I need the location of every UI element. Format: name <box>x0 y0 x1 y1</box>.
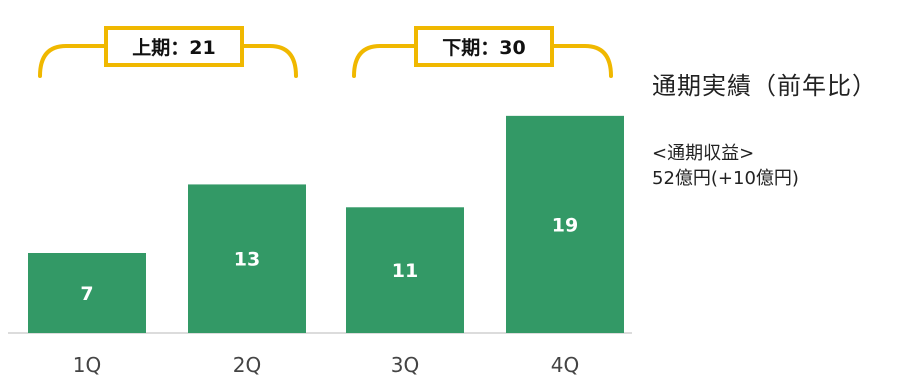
bar-4Q <box>506 115 624 333</box>
half-label-2: 下期：30 <box>442 37 525 59</box>
bar-1Q <box>28 253 146 333</box>
half-label-1: 上期：21 <box>132 37 215 59</box>
bar-value-label-3Q: 11 <box>392 260 418 282</box>
half-label-box-1 <box>104 26 244 67</box>
bar-2Q <box>188 184 306 333</box>
bar-value-label-1Q: 7 <box>80 283 93 305</box>
category-label-4Q: 4Q <box>551 353 579 375</box>
bracket-2 <box>352 44 613 78</box>
summary-value: 52億円(+10億円) <box>652 168 799 189</box>
half-label-box-2 <box>414 26 554 67</box>
summary-subtitle: <通期収益> <box>652 143 755 164</box>
bracket-1 <box>38 44 298 78</box>
summary-title: 通期実績（前年比） <box>652 72 877 100</box>
bar-value-label-2Q: 13 <box>234 249 260 271</box>
bar-value-label-4Q: 19 <box>552 214 578 236</box>
category-label-3Q: 3Q <box>391 353 419 375</box>
category-label-1Q: 1Q <box>73 353 101 375</box>
bar-3Q <box>346 207 464 333</box>
bar-chart: 7 1Q 13 2Q 11 3Q 19 4Q 上期：21 下期：30 <box>8 26 632 375</box>
category-label-2Q: 2Q <box>233 353 261 375</box>
